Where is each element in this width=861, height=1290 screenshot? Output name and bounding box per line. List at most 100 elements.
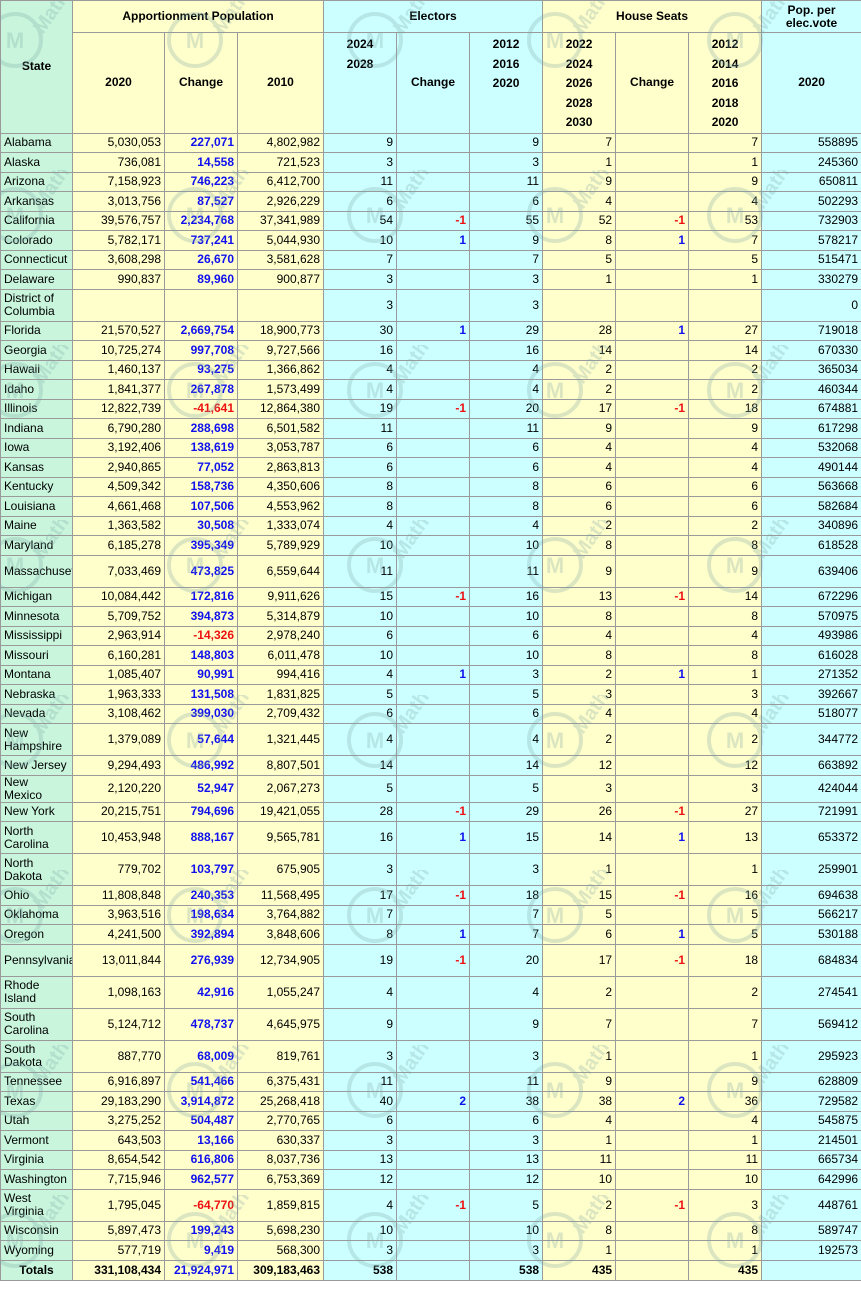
pop-2020-cell: 3,275,252	[73, 1111, 165, 1131]
pop-2020-cell: 6,160,281	[73, 646, 165, 666]
house-new-cell: 6	[543, 497, 616, 517]
electors-change-cell	[397, 626, 470, 646]
electors-new-cell: 7	[324, 250, 397, 270]
pop-2020-cell: 39,576,757	[73, 211, 165, 231]
pop-2020-cell: 13,011,844	[73, 944, 165, 976]
pop-2020-cell: 1,841,377	[73, 380, 165, 400]
pop-2010-cell: 12,864,380	[238, 399, 324, 419]
house-new-cell: 8	[543, 231, 616, 251]
house-change-cell	[616, 133, 689, 153]
house-old-cell: 8	[689, 536, 762, 556]
state-cell: Kentucky	[1, 477, 73, 497]
pop-per-elector-cell: 570975	[762, 607, 861, 627]
house-new-cell: 38	[543, 1092, 616, 1112]
electors-change-cell	[397, 289, 470, 321]
state-cell: District of Columbia	[1, 289, 73, 321]
pop-change-cell: 288,698	[165, 419, 238, 439]
pop-2020-cell: 3,608,298	[73, 250, 165, 270]
electors-old-cell: 10	[470, 646, 543, 666]
house-old-cell: 53	[689, 211, 762, 231]
electors-old-cell: 4	[470, 516, 543, 536]
pop-change-cell: 103,797	[165, 854, 238, 886]
pop-change-cell: 107,506	[165, 497, 238, 517]
electors-change-cell	[397, 1221, 470, 1241]
pop-2020-cell: 5,709,752	[73, 607, 165, 627]
pop-2010-cell	[238, 289, 324, 321]
electors-old-cell: 11	[470, 419, 543, 439]
state-cell: California	[1, 211, 73, 231]
pop-2020-cell: 12,822,739	[73, 399, 165, 419]
electors-old-cell: 9	[470, 231, 543, 251]
pop-per-elector-cell: 518077	[762, 704, 861, 724]
electors-old-cell: 3	[470, 665, 543, 685]
house-old-header: 2012 2014 2016 2018 2020	[692, 35, 758, 133]
pop-per-elector-cell: 639406	[762, 555, 861, 587]
house-new-cell: 1	[543, 854, 616, 886]
electors-change-cell	[397, 646, 470, 666]
pop-2020-cell: 5,782,171	[73, 231, 165, 251]
electors-new-cell: 6	[324, 192, 397, 212]
pop-change-cell: 794,696	[165, 802, 238, 822]
pop-per-elector-cell: 295923	[762, 1040, 861, 1072]
house-change-cell	[616, 1072, 689, 1092]
pop-per-elector-cell: 271352	[762, 665, 861, 685]
electors-old-cell: 16	[470, 341, 543, 361]
pop-2020-cell: 1,363,582	[73, 516, 165, 536]
pop-2020-header: 2020	[73, 33, 165, 134]
house-new-cell: 3	[543, 685, 616, 705]
pop-2020-cell: 2,120,220	[73, 775, 165, 802]
pop-2010-cell: 19,421,055	[238, 802, 324, 822]
state-cell: Iowa	[1, 438, 73, 458]
pop-change-cell: 746,223	[165, 172, 238, 192]
pop-per-elector-cell: 532068	[762, 438, 861, 458]
house-old-cell: 8	[689, 646, 762, 666]
electors-old-cell: 8	[470, 477, 543, 497]
house-change-cell	[616, 775, 689, 802]
electors-change-cell	[397, 854, 470, 886]
pop-change-cell: 3,914,872	[165, 1092, 238, 1112]
electors-change-cell: 1	[397, 321, 470, 341]
electors-change-cell	[397, 133, 470, 153]
house-change-cell	[616, 1008, 689, 1040]
state-cell: Alabama	[1, 133, 73, 153]
house-change-cell	[616, 607, 689, 627]
electors-old-cell: 11	[470, 555, 543, 587]
electors-new-cell: 10	[324, 607, 397, 627]
electors-old-cell: 4	[470, 724, 543, 756]
house-old-cell: 12	[689, 756, 762, 776]
pop-2010-cell: 1,366,862	[238, 360, 324, 380]
house-change-cell: -1	[616, 944, 689, 976]
pop-2020-cell: 990,837	[73, 270, 165, 290]
house-old-cell: 7	[689, 1008, 762, 1040]
pop-per-elector-cell: 729582	[762, 1092, 861, 1112]
pop-per-elector-cell: 392667	[762, 685, 861, 705]
house-change-cell: -1	[616, 1189, 689, 1221]
pop-2020-cell: 6,790,280	[73, 419, 165, 439]
electors-old-cell: 11	[470, 1072, 543, 1092]
pop-change-cell: 52,947	[165, 775, 238, 802]
house-new-cell: 4	[543, 626, 616, 646]
pop-per-elector-cell: 653372	[762, 822, 861, 854]
house-old-cell: 1	[689, 270, 762, 290]
pop-change-cell: 473,825	[165, 555, 238, 587]
house-new-cell: 7	[543, 1008, 616, 1040]
house-old-cell: 1	[689, 1131, 762, 1151]
house-old-cell: 4	[689, 458, 762, 478]
pop-2010-cell: 721,523	[238, 153, 324, 173]
electors-new-cell: 4	[324, 976, 397, 1008]
state-cell: North Carolina	[1, 822, 73, 854]
pop-2020-cell: 10,453,948	[73, 822, 165, 854]
electors-change-cell	[397, 685, 470, 705]
electors-change-header: Change	[397, 33, 470, 134]
state-cell: Connecticut	[1, 250, 73, 270]
